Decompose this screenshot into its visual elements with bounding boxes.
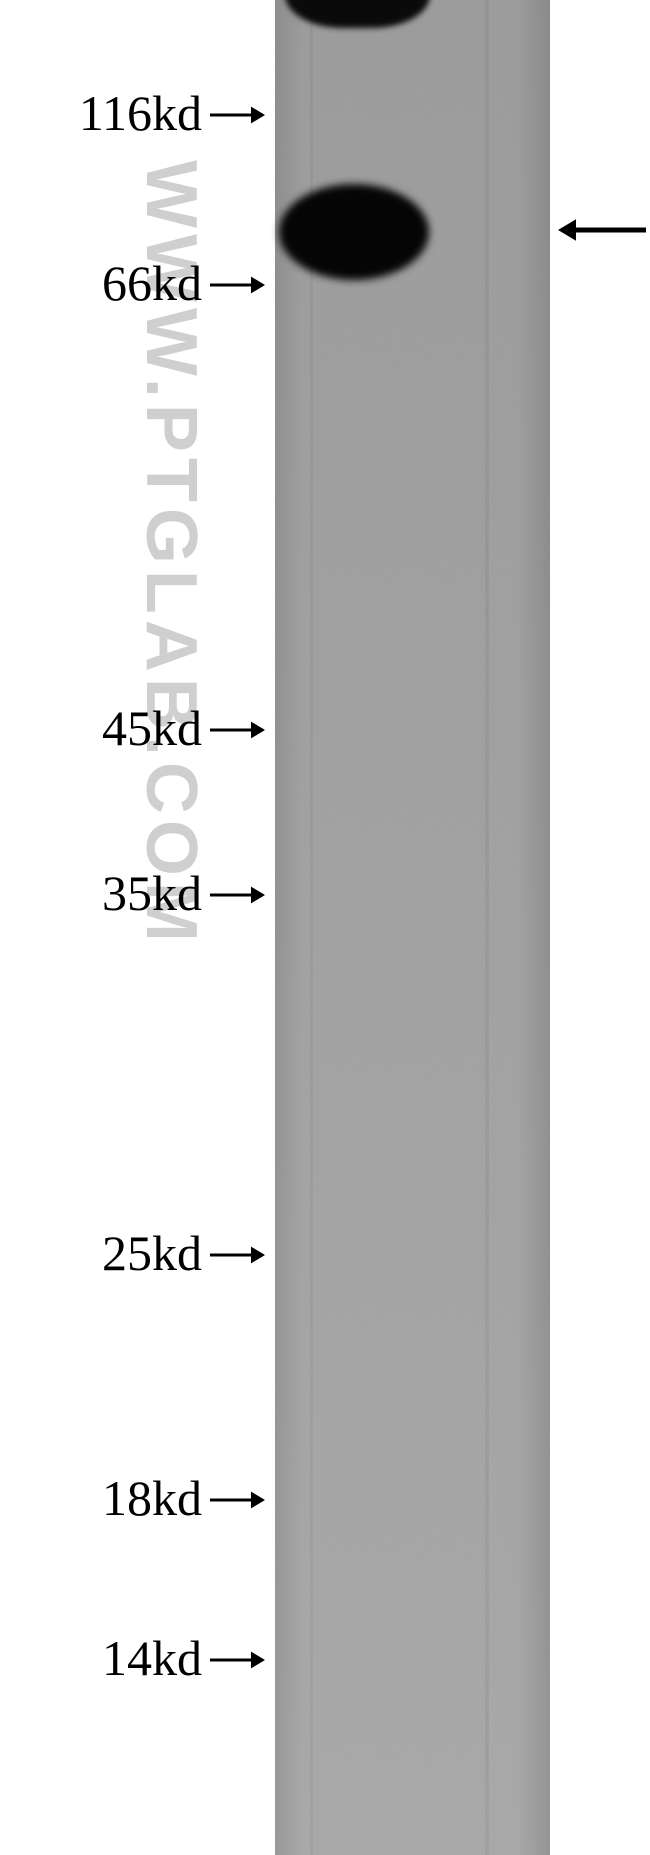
lane-background	[275, 0, 550, 1855]
marker-label: 25kd	[0, 1224, 202, 1282]
marker-arrow-icon	[210, 101, 277, 129]
marker-arrow-icon	[210, 716, 277, 744]
marker-arrow-icon	[210, 881, 277, 909]
marker-arrow-icon	[210, 1241, 277, 1269]
band-indicator-arrow	[558, 212, 650, 248]
blot-lane	[275, 0, 550, 1855]
marker-label: 18kd	[0, 1469, 202, 1527]
marker-arrow-icon	[210, 1486, 277, 1514]
marker-label: 45kd	[0, 699, 202, 757]
marker-arrow-icon	[210, 271, 277, 299]
marker-label: 14kd	[0, 1629, 202, 1687]
marker-arrow-icon	[210, 1646, 277, 1674]
main-band	[279, 184, 429, 280]
marker-label: 35kd	[0, 864, 202, 922]
marker-label: 66kd	[0, 254, 202, 312]
marker-label: 116kd	[0, 84, 202, 142]
